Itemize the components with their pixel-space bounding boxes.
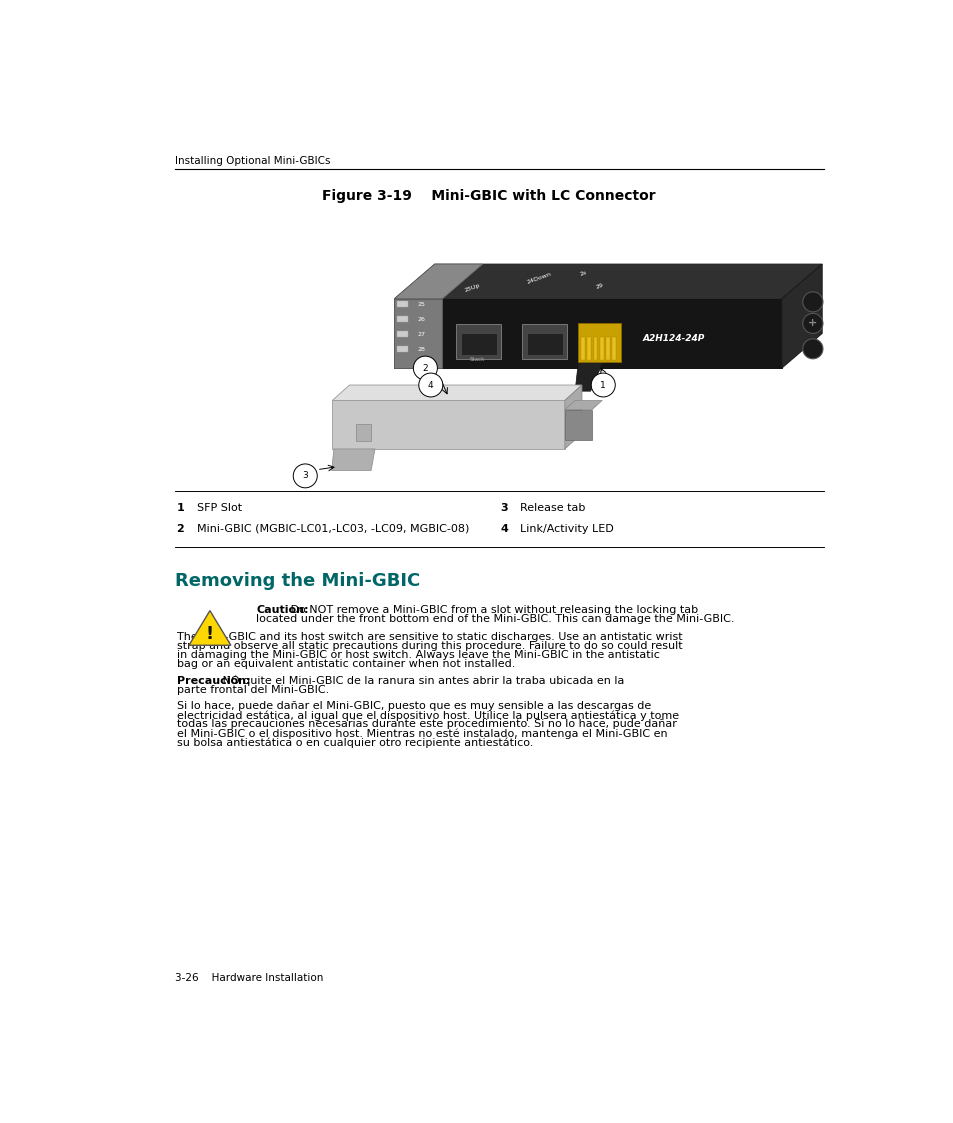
Bar	[397, 346, 408, 353]
Text: Release tab: Release tab	[519, 503, 585, 513]
Polygon shape	[394, 264, 482, 299]
Text: su bolsa antiestática o en cualquier otro recipiente antiestático.: su bolsa antiestática o en cualquier otr…	[176, 737, 533, 748]
Circle shape	[802, 339, 822, 359]
Text: 1: 1	[599, 381, 605, 390]
Text: todas las precauciones necesarias durante este procedimiento. Si no lo hace, pud: todas las precauciones necesarias durant…	[176, 719, 676, 729]
Text: 26: 26	[417, 317, 425, 321]
Text: 27: 27	[417, 331, 425, 337]
Polygon shape	[394, 299, 442, 368]
Bar	[612, 337, 616, 359]
Polygon shape	[189, 611, 231, 646]
Text: 25Up: 25Up	[463, 282, 480, 293]
Polygon shape	[781, 264, 821, 368]
Text: 24Down: 24Down	[526, 272, 552, 285]
Text: Caution:: Caution:	[256, 605, 309, 615]
Text: Stack: Stack	[469, 357, 484, 362]
Text: The Mini-GBIC and its host switch are sensitive to static discharges. Use an ant: The Mini-GBIC and its host switch are se…	[176, 632, 681, 642]
Text: in damaging the Mini-GBIC or host switch. Always leave the Mini-GBIC in the anti: in damaging the Mini-GBIC or host switch…	[176, 650, 659, 660]
Text: !: !	[206, 624, 213, 642]
Bar	[397, 331, 408, 337]
Circle shape	[413, 356, 436, 380]
FancyBboxPatch shape	[460, 334, 497, 355]
Circle shape	[418, 373, 442, 396]
FancyBboxPatch shape	[521, 325, 567, 359]
Polygon shape	[332, 385, 581, 401]
Polygon shape	[564, 410, 592, 440]
Text: Do NOT remove a Mini-GBIC from a slot without releasing the locking tab: Do NOT remove a Mini-GBIC from a slot wi…	[287, 605, 698, 615]
Bar	[580, 337, 584, 359]
Text: NO quite el Mini-GBIC de la ranura sin antes abrir la traba ubicada en la: NO quite el Mini-GBIC de la ranura sin a…	[218, 676, 623, 686]
Circle shape	[802, 313, 822, 334]
Text: 29: 29	[594, 282, 603, 290]
Circle shape	[591, 373, 615, 396]
Text: 3: 3	[500, 503, 508, 513]
Text: Figure 3-19    Mini-GBIC with LC Connector: Figure 3-19 Mini-GBIC with LC Connector	[322, 190, 655, 203]
Text: el Mini-GBIC o el dispositivo host. Mientras no esté instalado, mantenga el Mini: el Mini-GBIC o el dispositivo host. Mien…	[176, 728, 666, 739]
Polygon shape	[575, 329, 617, 391]
Text: located under the front bottom end of the Mini-GBIC. This can damage the Mini-GB: located under the front bottom end of th…	[256, 614, 734, 624]
Text: 25: 25	[417, 302, 425, 307]
Text: 2: 2	[176, 523, 184, 533]
Text: 28: 28	[417, 347, 425, 351]
Circle shape	[802, 292, 822, 312]
Text: 4: 4	[500, 523, 508, 533]
Bar	[397, 316, 408, 322]
Text: 4: 4	[428, 381, 434, 390]
Bar	[587, 337, 591, 359]
Polygon shape	[564, 401, 601, 410]
Bar	[605, 337, 609, 359]
Polygon shape	[394, 299, 781, 368]
Polygon shape	[564, 385, 581, 449]
FancyBboxPatch shape	[526, 334, 562, 355]
Text: 3: 3	[302, 472, 308, 481]
Text: SFP Slot: SFP Slot	[196, 503, 242, 513]
Text: Removing the Mini-GBIC: Removing the Mini-GBIC	[174, 572, 420, 590]
Bar	[599, 337, 603, 359]
Text: 1: 1	[176, 503, 184, 513]
Bar	[397, 301, 408, 308]
FancyBboxPatch shape	[578, 323, 620, 362]
Text: A2H124-24P: A2H124-24P	[641, 335, 704, 344]
Text: 2s: 2s	[579, 270, 587, 277]
Text: 2: 2	[422, 364, 428, 373]
Text: strap and observe all static precautions during this procedure. Failure to do so: strap and observe all static precautions…	[176, 641, 681, 651]
Text: Precaución:: Precaución:	[176, 676, 250, 686]
Bar	[355, 424, 371, 441]
Text: Link/Activity LED: Link/Activity LED	[519, 523, 613, 533]
Text: bag or an equivalent antistatic container when not installed.: bag or an equivalent antistatic containe…	[176, 659, 515, 669]
FancyBboxPatch shape	[456, 325, 500, 359]
Text: Si lo hace, puede dañar el Mini-GBIC, puesto que es muy sensible a las descargas: Si lo hace, puede dañar el Mini-GBIC, pu…	[176, 702, 650, 711]
Text: Mini-GBIC (MGBIC-LC01,-LC03, -LC09, MGBIC-08): Mini-GBIC (MGBIC-LC01,-LC03, -LC09, MGBI…	[196, 523, 469, 533]
Polygon shape	[332, 449, 375, 471]
Polygon shape	[332, 401, 564, 449]
Text: +: +	[807, 319, 817, 328]
Text: Installing Optional Mini-GBICs: Installing Optional Mini-GBICs	[174, 156, 330, 166]
Text: electricidad estática, al igual que el dispositivo host. Utilice la pulsera anti: electricidad estática, al igual que el d…	[176, 710, 678, 721]
Circle shape	[293, 464, 317, 487]
Text: parte frontal del Mini-GBIC.: parte frontal del Mini-GBIC.	[176, 685, 329, 695]
Bar	[593, 337, 597, 359]
Polygon shape	[394, 264, 821, 299]
Text: 3-26    Hardware Installation: 3-26 Hardware Installation	[174, 973, 323, 983]
